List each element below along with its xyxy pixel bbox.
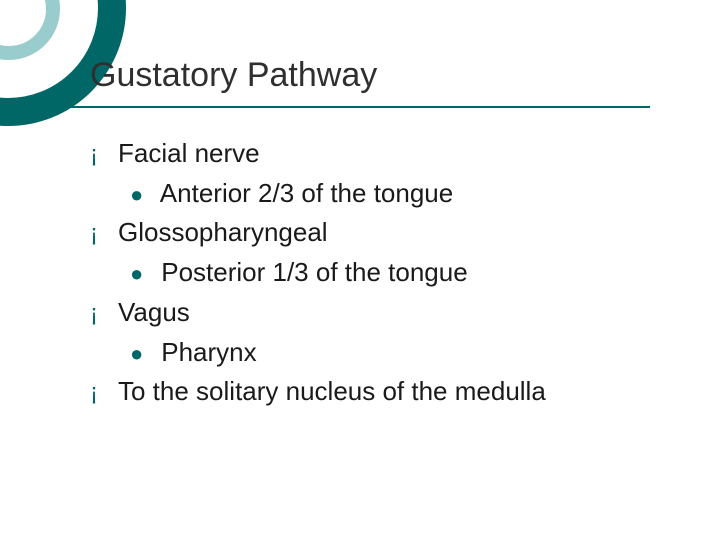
list-item: ● Posterior 1/3 of the tongue bbox=[130, 254, 650, 292]
slide-title: Gustatory Pathway bbox=[90, 56, 377, 95]
list-item-text: Facial nerve bbox=[118, 138, 260, 168]
title-divider bbox=[60, 106, 650, 108]
list-item: ¡Glossopharyngeal bbox=[90, 214, 650, 252]
bullet-open-icon: ¡ bbox=[90, 217, 118, 252]
bullet-filled-icon: ● bbox=[130, 338, 154, 370]
list-item: ● Pharynx bbox=[130, 334, 650, 372]
list-item: ● Anterior 2/3 of the tongue bbox=[130, 175, 650, 213]
bullet-filled-icon: ● bbox=[130, 179, 154, 211]
list-item-text: Anterior 2/3 of the tongue bbox=[160, 178, 453, 208]
bullet-open-icon: ¡ bbox=[90, 297, 118, 332]
list-item-text: Pharynx bbox=[161, 337, 256, 367]
list-item: ¡Vagus bbox=[90, 294, 650, 332]
slide-body: ¡Facial nerve ● Anterior 2/3 of the tong… bbox=[90, 135, 650, 413]
bullet-open-icon: ¡ bbox=[90, 376, 118, 411]
slide: Gustatory Pathway ¡Facial nerve ● Anteri… bbox=[0, 0, 720, 540]
list-item: ¡To the solitary nucleus of the medulla bbox=[90, 373, 650, 411]
list-item-text: To the solitary nucleus of the medulla bbox=[118, 376, 546, 406]
bullet-open-icon: ¡ bbox=[90, 138, 118, 173]
list-item: ¡Facial nerve bbox=[90, 135, 650, 173]
list-item-text: Posterior 1/3 of the tongue bbox=[161, 257, 467, 287]
bullet-filled-icon: ● bbox=[130, 258, 154, 290]
list-item-text: Vagus bbox=[118, 297, 190, 327]
list-item-text: Glossopharyngeal bbox=[118, 217, 328, 247]
